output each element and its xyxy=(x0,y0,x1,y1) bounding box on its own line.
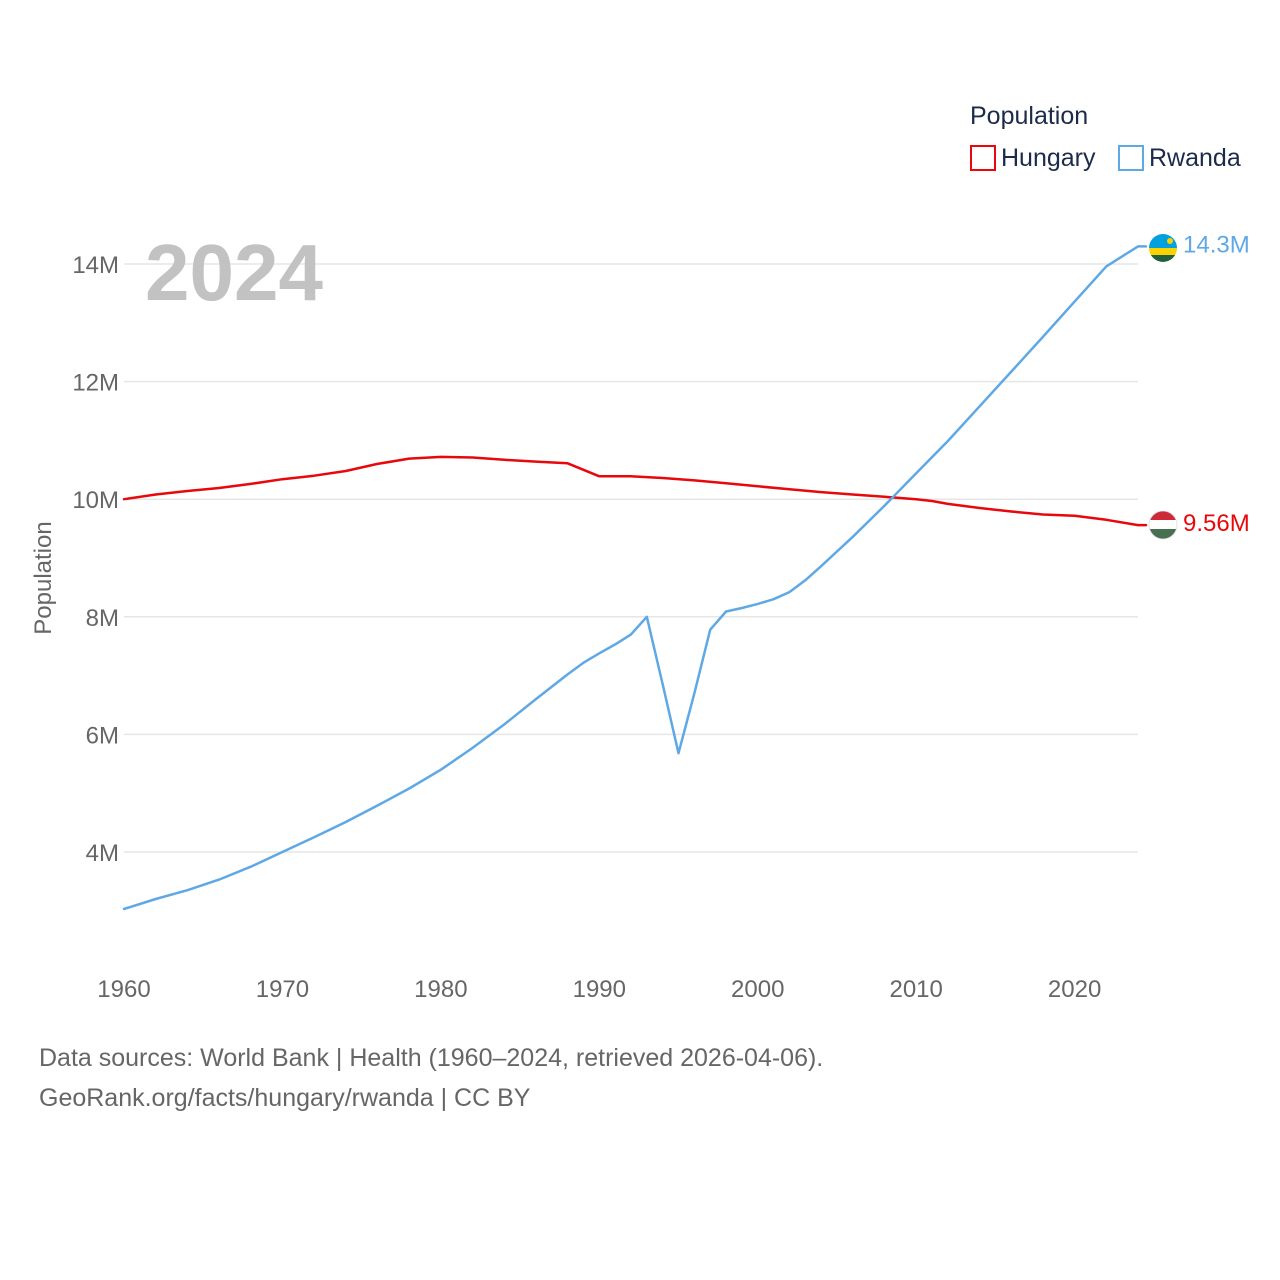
legend-title: Population xyxy=(970,102,1088,130)
x-tick-label: 2000 xyxy=(731,976,784,1003)
series-line-hungary[interactable] xyxy=(122,455,1148,527)
y-tick-label: 8M xyxy=(86,605,119,632)
y-axis-label: Population xyxy=(30,521,57,634)
x-tick-label: 1980 xyxy=(414,976,467,1003)
year-watermark: 2024 xyxy=(145,228,323,317)
y-tick-label: 10M xyxy=(72,487,119,514)
y-tick-label: 4M xyxy=(86,840,119,867)
legend-label-rwanda[interactable]: Rwanda xyxy=(1149,144,1241,172)
legend-swatch-hungary[interactable] xyxy=(970,145,996,171)
series-lines xyxy=(122,245,1148,911)
series-line-rwanda[interactable] xyxy=(122,245,1148,911)
rwanda-end-label: 14.3M xyxy=(1183,231,1250,258)
rwanda-flag-icon xyxy=(1149,234,1177,262)
x-tick-label: 2020 xyxy=(1048,976,1101,1003)
x-tick-label: 1960 xyxy=(97,976,150,1003)
x-axis-ticks: 1960 1970 1980 1990 2000 2010 2020 xyxy=(97,976,1101,1003)
legend-label-hungary[interactable]: Hungary xyxy=(1001,144,1096,172)
footer-credit[interactable]: GeoRank.org/facts/hungary/rwanda | CC BY xyxy=(39,1084,531,1112)
hungary-flag-border xyxy=(1148,510,1178,540)
y-axis-ticks: 4M 6M 8M 10M 12M 14M xyxy=(72,252,119,867)
hungary-end-label: 9.56M xyxy=(1183,510,1250,537)
legend: Population Hungary Rwanda xyxy=(970,102,1241,172)
y-tick-label: 6M xyxy=(86,722,119,749)
hungary-flag-icon xyxy=(1149,511,1177,539)
x-tick-label: 1970 xyxy=(256,976,309,1003)
footer-sources: Data sources: World Bank | Health (1960–… xyxy=(39,1044,824,1072)
gridlines xyxy=(124,263,1138,853)
x-tick-label: 2010 xyxy=(889,976,942,1003)
y-tick-label: 12M xyxy=(72,370,119,397)
legend-swatch-rwanda[interactable] xyxy=(1118,145,1144,171)
x-tick-label: 1990 xyxy=(573,976,626,1003)
y-tick-label: 14M xyxy=(72,252,119,279)
